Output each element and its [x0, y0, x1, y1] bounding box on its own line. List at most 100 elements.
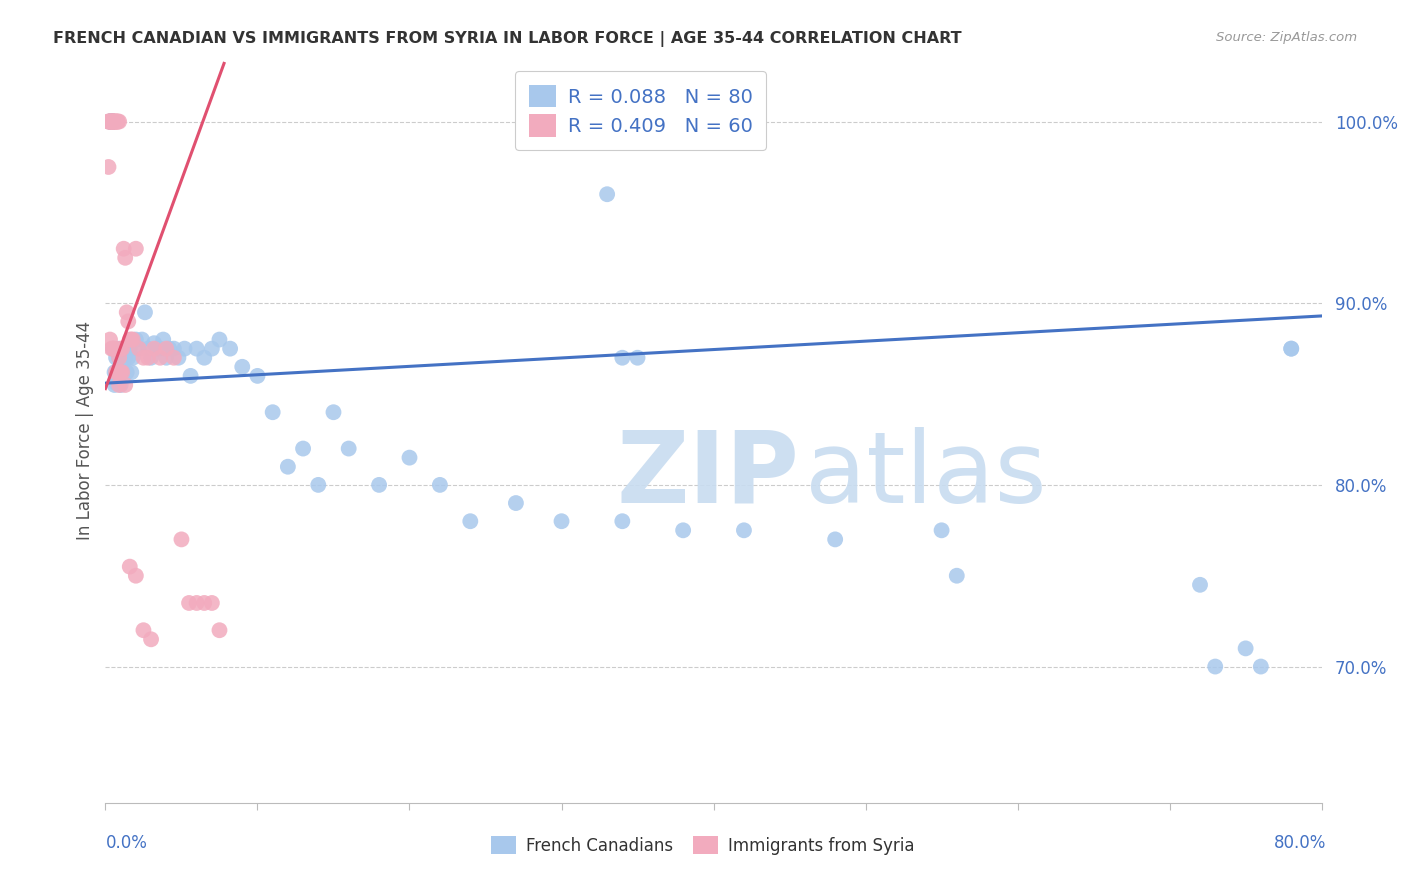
Point: [277, 459, 299, 474]
Point: [180, 368, 202, 383]
Point: [120, 333, 142, 347]
Point: [131, 333, 153, 347]
Point: [103, 114, 125, 128]
Point: [111, 365, 134, 379]
Point: [157, 342, 180, 356]
Point: [110, 365, 132, 379]
Point: [105, 365, 128, 379]
Point: [98, 333, 121, 347]
Point: [118, 559, 141, 574]
Point: [110, 365, 132, 379]
Point: [121, 351, 143, 365]
Point: [114, 378, 136, 392]
Point: [139, 632, 162, 647]
Point: [626, 351, 648, 365]
Point: [101, 114, 124, 128]
Point: [128, 342, 150, 356]
Point: [337, 442, 360, 456]
Point: [108, 378, 131, 392]
Point: [98, 114, 121, 128]
Point: [173, 342, 195, 356]
Point: [139, 351, 162, 365]
Point: [134, 305, 156, 319]
Point: [97, 160, 120, 174]
Point: [118, 342, 141, 356]
Point: [208, 624, 231, 638]
Point: [105, 365, 128, 379]
Point: [107, 365, 129, 379]
Text: Source: ZipAtlas.com: Source: ZipAtlas.com: [1216, 31, 1357, 45]
Point: [136, 342, 159, 356]
Point: [146, 342, 169, 356]
Point: [105, 376, 128, 391]
Point: [117, 314, 139, 328]
Point: [177, 596, 200, 610]
Point: [101, 342, 124, 356]
Point: [100, 114, 122, 128]
Point: [108, 351, 131, 365]
Point: [733, 524, 755, 538]
Point: [246, 368, 269, 383]
Point: [100, 114, 122, 128]
Point: [824, 533, 846, 547]
Point: [136, 351, 159, 365]
Point: [193, 351, 215, 365]
Point: [101, 114, 124, 128]
Point: [100, 114, 122, 128]
Point: [98, 114, 121, 128]
Point: [108, 114, 131, 128]
Point: [115, 365, 138, 379]
Point: [186, 342, 208, 356]
Point: [107, 114, 129, 128]
Point: [115, 305, 138, 319]
Point: [128, 342, 150, 356]
Point: [98, 114, 121, 128]
Point: [612, 351, 634, 365]
Point: [1279, 342, 1302, 356]
Text: ZIP: ZIP: [616, 426, 799, 524]
Point: [186, 596, 208, 610]
Point: [118, 333, 141, 347]
Point: [103, 365, 125, 379]
Point: [125, 333, 148, 347]
Point: [103, 342, 125, 356]
Point: [155, 342, 177, 356]
Point: [110, 342, 132, 356]
Point: [132, 351, 155, 365]
Point: [505, 496, 527, 510]
Point: [208, 333, 231, 347]
Point: [262, 405, 284, 419]
Point: [672, 524, 695, 538]
Point: [98, 114, 121, 128]
Point: [98, 114, 121, 128]
Point: [103, 114, 125, 128]
Point: [117, 351, 139, 365]
Text: FRENCH CANADIAN VS IMMIGRANTS FROM SYRIA IN LABOR FORCE | AGE 35-44 CORRELATION : FRENCH CANADIAN VS IMMIGRANTS FROM SYRIA…: [53, 31, 962, 47]
Point: [307, 478, 329, 492]
Point: [143, 342, 166, 356]
Point: [103, 378, 125, 392]
Point: [101, 342, 124, 356]
Point: [105, 114, 128, 128]
Point: [429, 478, 451, 492]
Point: [110, 378, 132, 392]
Point: [231, 359, 253, 374]
Point: [97, 114, 120, 128]
Point: [193, 596, 215, 610]
Point: [149, 351, 172, 365]
Point: [398, 450, 420, 465]
Point: [458, 514, 481, 528]
Point: [1188, 578, 1211, 592]
Point: [121, 333, 143, 347]
Point: [292, 442, 315, 456]
Point: [143, 336, 166, 351]
Point: [107, 114, 129, 128]
Y-axis label: In Labor Force | Age 35-44: In Labor Force | Age 35-44: [76, 321, 94, 540]
Point: [108, 376, 131, 391]
Point: [101, 114, 124, 128]
Point: [112, 342, 135, 356]
Point: [101, 114, 124, 128]
Point: [100, 342, 122, 356]
Legend: French Canadians, Immigrants from Syria: French Canadians, Immigrants from Syria: [485, 830, 921, 862]
Point: [114, 351, 136, 365]
